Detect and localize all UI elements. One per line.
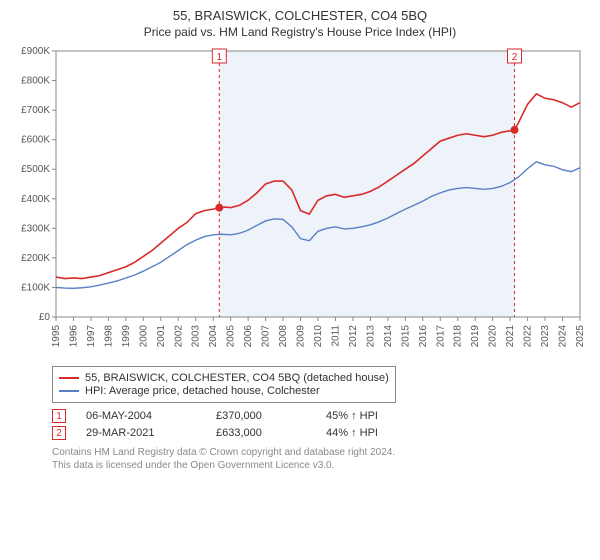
y-tick-label: £700K (21, 105, 50, 116)
title-main: 55, BRAISWICK, COLCHESTER, CO4 5BQ (12, 8, 588, 23)
legend-item: 55, BRAISWICK, COLCHESTER, CO4 5BQ (deta… (59, 372, 389, 384)
x-tick-label: 1996 (68, 325, 79, 348)
marker-box-label: 2 (512, 52, 518, 63)
x-tick-label: 1999 (121, 325, 132, 348)
footnote-line: Contains HM Land Registry data © Crown c… (52, 446, 588, 459)
y-tick-label: £800K (21, 76, 50, 87)
event-marker: 1 (52, 409, 66, 423)
footnote: Contains HM Land Registry data © Crown c… (52, 446, 588, 472)
legend: 55, BRAISWICK, COLCHESTER, CO4 5BQ (deta… (52, 366, 396, 403)
x-tick-label: 2019 (470, 325, 481, 348)
x-tick-label: 2006 (243, 325, 254, 348)
legend-swatch (59, 390, 79, 392)
x-tick-label: 1997 (86, 325, 97, 348)
event-row: 1 06-MAY-2004 £370,000 45% ↑ HPI (52, 409, 588, 423)
x-tick-label: 2000 (138, 325, 149, 348)
marker-box-label: 1 (217, 52, 223, 63)
x-tick-label: 2015 (400, 325, 411, 348)
y-tick-label: £200K (21, 253, 50, 264)
x-tick-label: 2009 (296, 325, 307, 348)
shade-region (219, 51, 514, 317)
event-pct: 45% ↑ HPI (326, 410, 426, 422)
event-date: 29-MAR-2021 (86, 427, 196, 439)
y-tick-label: £500K (21, 164, 50, 175)
x-tick-label: 2012 (348, 325, 359, 348)
chart-container: 55, BRAISWICK, COLCHESTER, CO4 5BQ Price… (0, 0, 600, 560)
event-price: £370,000 (216, 410, 306, 422)
x-tick-label: 2010 (313, 325, 324, 348)
x-tick-label: 2005 (226, 325, 237, 348)
event-row: 2 29-MAR-2021 £633,000 44% ↑ HPI (52, 426, 588, 440)
legend-label: HPI: Average price, detached house, Colc… (85, 385, 320, 397)
x-tick-label: 2003 (191, 325, 202, 348)
title-sub: Price paid vs. HM Land Registry's House … (12, 25, 588, 39)
x-tick-label: 2022 (523, 325, 534, 348)
marker-dot (215, 204, 223, 212)
marker-dot (511, 126, 519, 134)
x-tick-label: 2025 (575, 325, 586, 348)
y-tick-label: £100K (21, 282, 50, 293)
event-pct: 44% ↑ HPI (326, 427, 426, 439)
x-tick-label: 2017 (435, 325, 446, 348)
x-tick-label: 1998 (103, 325, 114, 348)
x-tick-label: 2001 (156, 325, 167, 348)
y-tick-label: £900K (21, 46, 50, 57)
x-tick-label: 2008 (278, 325, 289, 348)
x-tick-label: 2002 (173, 325, 184, 348)
footnote-line: This data is licensed under the Open Gov… (52, 459, 588, 472)
x-tick-label: 2014 (383, 325, 394, 348)
line-chart-svg: £0 £100K £200K £300K £400K £500K £600K £700K £80… (12, 45, 588, 355)
x-tick-label: 2021 (505, 325, 516, 348)
x-tick-label: 2024 (558, 325, 569, 348)
x-tick-label: 2016 (418, 325, 429, 348)
y-tick-label: £600K (21, 135, 50, 146)
event-marker: 2 (52, 426, 66, 440)
x-tick-label: 2020 (488, 325, 499, 348)
x-tick-label: 2023 (540, 325, 551, 348)
x-tick-label: 2004 (208, 325, 219, 348)
titles: 55, BRAISWICK, COLCHESTER, CO4 5BQ Price… (12, 8, 588, 39)
y-tick-label: £0 (39, 312, 51, 323)
legend-item: HPI: Average price, detached house, Colc… (59, 385, 389, 397)
x-tick-label: 2013 (365, 325, 376, 348)
y-tick-label: £300K (21, 223, 50, 234)
y-tick-label: £400K (21, 194, 50, 205)
x-tick-label: 2018 (453, 325, 464, 348)
chart: £0 £100K £200K £300K £400K £500K £600K £700K £80… (12, 45, 588, 360)
event-date: 06-MAY-2004 (86, 410, 196, 422)
event-price: £633,000 (216, 427, 306, 439)
x-tick-label: 2011 (330, 325, 341, 347)
events-list: 1 06-MAY-2004 £370,000 45% ↑ HPI 2 29-MAR-202… (52, 409, 588, 440)
legend-swatch (59, 377, 79, 379)
x-tick-label: 1995 (51, 325, 62, 348)
legend-label: 55, BRAISWICK, COLCHESTER, CO4 5BQ (deta… (85, 372, 389, 384)
x-tick-label: 2007 (261, 325, 272, 348)
